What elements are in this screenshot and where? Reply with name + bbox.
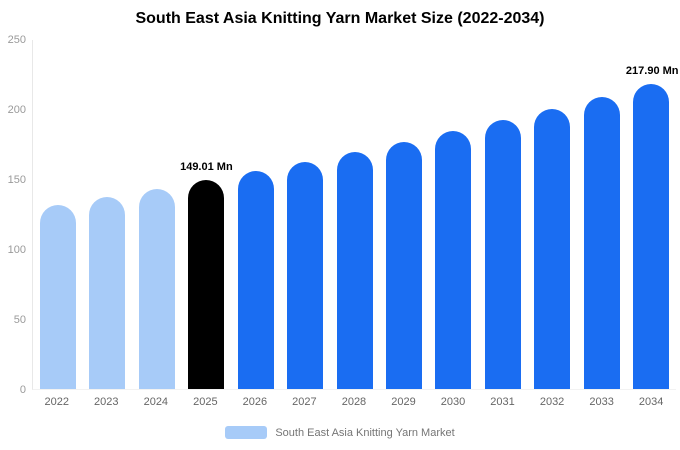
y-axis-tick-100: 100 <box>7 244 26 256</box>
x-axis-labels: 2022 2023 2024 2025 2026 2027 2028 2029 2030 2031… <box>32 396 676 408</box>
bar-2027 <box>287 162 324 389</box>
x-axis-label-2023: 2023 <box>94 396 119 408</box>
bars-container <box>33 40 676 389</box>
bar-2031 <box>484 120 521 389</box>
x-axis-label-2025: 2025 <box>193 396 218 408</box>
bar-slot <box>82 40 131 389</box>
x-axis-label-2028: 2028 <box>341 396 367 408</box>
x-axis-label-2024: 2024 <box>143 396 169 408</box>
x-axis-label-2022: 2022 <box>44 396 69 408</box>
annotation-2025: 149.01 Mn <box>180 161 233 174</box>
y-axis-tick-50: 50 <box>13 314 26 326</box>
x-axis-label-2032: 2032 <box>539 396 565 408</box>
bar-slot <box>181 40 230 389</box>
bar-slot <box>33 40 82 389</box>
bar-2026 <box>237 171 274 389</box>
bar-slot <box>280 40 329 389</box>
legend: South East Asia Knitting Yarn Market <box>0 426 680 439</box>
bar-2033 <box>583 96 620 389</box>
plot-area: 149.01 Mn 217.90 Mn <box>32 40 679 390</box>
legend-label: South East Asia Knitting Yarn Market <box>275 426 455 439</box>
bar-slot <box>627 40 676 389</box>
bar-2028 <box>336 152 373 389</box>
y-axis-tick-200: 200 <box>7 104 26 116</box>
bar-2034 <box>633 83 670 389</box>
x-axis-label-2029: 2029 <box>391 396 416 408</box>
bar-slot <box>379 40 428 389</box>
x-axis-label-2030: 2030 <box>440 396 466 408</box>
x-axis-label-2027: 2027 <box>292 396 317 408</box>
bar-slot <box>132 40 181 389</box>
chart-title: South East Asia Knitting Yarn Market Siz… <box>135 10 545 27</box>
y-axis-tick-0: 0 <box>19 384 26 396</box>
annotation-2034: 217.90 Mn <box>625 64 679 77</box>
bar-2022 <box>39 205 76 389</box>
x-axis-label-2034: 2034 <box>638 396 664 408</box>
bar-2030 <box>435 131 472 389</box>
bar-slot <box>528 40 577 389</box>
y-axis-tick-150: 150 <box>7 174 26 186</box>
bar-2025 <box>188 180 225 389</box>
bar-slot <box>330 40 379 389</box>
bar-2023 <box>89 197 126 389</box>
bar-slot <box>577 40 626 389</box>
y-axis-tick-250: 250 <box>7 34 26 46</box>
x-axis-label-2026: 2026 <box>242 396 268 408</box>
x-axis-label-2033: 2033 <box>589 396 614 408</box>
bar-2032 <box>534 108 571 389</box>
bar-slot <box>429 40 478 389</box>
x-axis-label-2031: 2031 <box>490 396 515 408</box>
legend-swatch <box>225 426 268 439</box>
bar-2029 <box>386 142 423 389</box>
bar-slot <box>231 40 280 389</box>
bar-2024 <box>138 188 175 389</box>
bar-slot <box>478 40 527 389</box>
